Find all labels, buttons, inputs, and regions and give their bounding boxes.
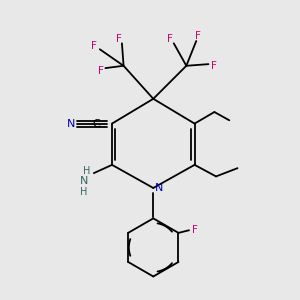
Text: F: F [195, 31, 201, 41]
Text: F: F [212, 61, 217, 71]
Text: H: H [83, 167, 90, 176]
Text: N: N [67, 118, 76, 129]
Text: F: F [167, 34, 173, 44]
Text: C: C [93, 118, 101, 129]
Text: F: F [91, 41, 97, 51]
Text: F: F [98, 66, 103, 76]
Text: F: F [116, 34, 122, 44]
Text: H: H [80, 187, 88, 197]
Text: N: N [155, 183, 164, 193]
Text: N: N [80, 176, 88, 186]
Text: F: F [192, 225, 198, 235]
